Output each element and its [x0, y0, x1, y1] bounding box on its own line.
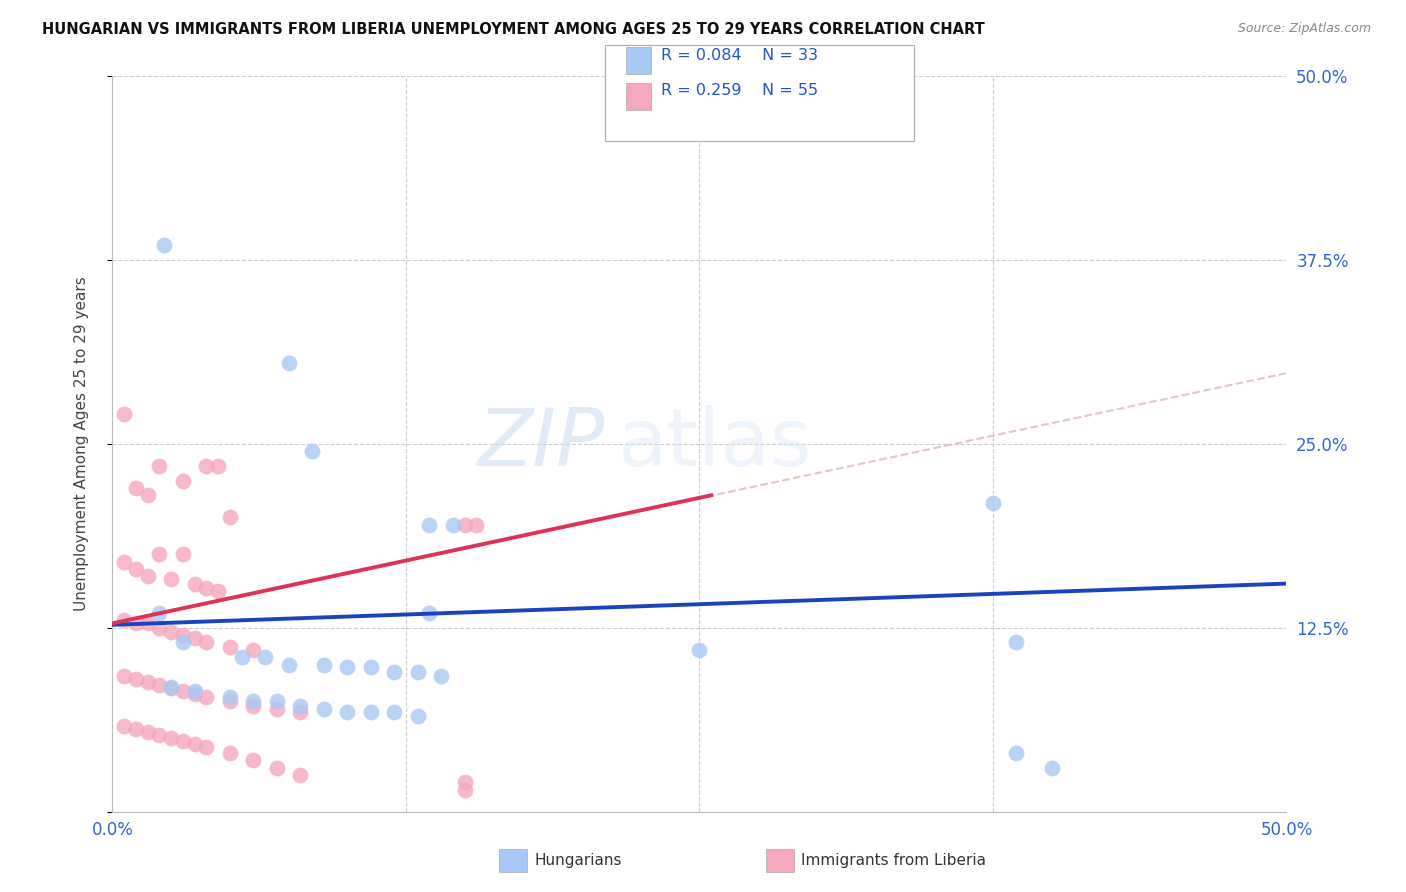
Text: HUNGARIAN VS IMMIGRANTS FROM LIBERIA UNEMPLOYMENT AMONG AGES 25 TO 29 YEARS CORR: HUNGARIAN VS IMMIGRANTS FROM LIBERIA UNE…	[42, 22, 986, 37]
Point	[112, 669, 135, 683]
Point	[689, 642, 711, 657]
Point	[207, 458, 229, 473]
Y-axis label: Unemployment Among Ages 25 to 29 years: Unemployment Among Ages 25 to 29 years	[75, 277, 89, 611]
Text: Hungarians: Hungarians	[534, 854, 621, 868]
Point	[441, 517, 464, 532]
Point	[112, 614, 135, 628]
Point	[112, 554, 135, 569]
Point	[148, 678, 170, 692]
Point	[172, 628, 194, 642]
Point	[266, 694, 288, 708]
Point	[453, 775, 475, 789]
Text: Immigrants from Liberia: Immigrants from Liberia	[801, 854, 987, 868]
Point	[406, 709, 429, 723]
Point	[981, 496, 1004, 510]
Point	[183, 737, 205, 751]
Point	[153, 238, 176, 252]
Text: atlas: atlas	[617, 405, 811, 483]
Point	[219, 640, 242, 654]
Point	[172, 684, 194, 698]
Point	[1040, 760, 1063, 774]
Point	[418, 606, 440, 620]
Text: ZIP: ZIP	[478, 405, 606, 483]
Point	[160, 572, 183, 586]
Point	[453, 517, 475, 532]
Point	[219, 510, 242, 524]
Point	[125, 562, 148, 576]
Point	[219, 690, 242, 704]
Point	[465, 517, 488, 532]
Point	[242, 694, 264, 708]
Point	[290, 768, 312, 782]
Point	[382, 705, 405, 719]
Point	[207, 584, 229, 599]
Point	[418, 517, 440, 532]
Point	[172, 734, 194, 748]
Point	[301, 444, 323, 458]
Point	[266, 701, 288, 715]
Point	[183, 687, 205, 701]
Text: R = 0.084    N = 33: R = 0.084 N = 33	[661, 48, 818, 62]
Point	[1005, 746, 1028, 760]
Point	[277, 657, 299, 672]
Point	[183, 684, 205, 698]
Point	[148, 728, 170, 742]
Point	[148, 547, 170, 561]
Point	[172, 547, 194, 561]
Point	[195, 739, 218, 754]
Point	[160, 625, 183, 640]
Point	[219, 694, 242, 708]
Point	[160, 731, 183, 746]
Point	[242, 642, 264, 657]
Point	[254, 650, 277, 665]
Point	[172, 474, 194, 488]
Point	[160, 680, 183, 694]
Point	[148, 606, 170, 620]
Point	[382, 665, 405, 679]
Point	[136, 488, 159, 502]
Point	[1005, 635, 1028, 649]
Point	[242, 698, 264, 713]
Point	[125, 481, 148, 495]
Point	[360, 705, 382, 719]
Text: R = 0.259    N = 55: R = 0.259 N = 55	[661, 84, 818, 98]
Point	[219, 746, 242, 760]
Point	[172, 635, 194, 649]
Point	[136, 725, 159, 739]
Point	[266, 760, 288, 774]
Point	[136, 569, 159, 583]
Point	[125, 723, 148, 737]
Point	[112, 719, 135, 733]
Point	[242, 753, 264, 767]
Point	[312, 657, 335, 672]
Point	[112, 407, 135, 421]
Point	[430, 669, 453, 683]
Point	[183, 631, 205, 645]
Point	[277, 356, 299, 370]
Point	[453, 782, 475, 797]
Point	[160, 681, 183, 695]
Point	[125, 673, 148, 687]
Point	[195, 581, 218, 595]
Point	[148, 458, 170, 473]
Point	[195, 458, 218, 473]
Point	[231, 650, 253, 665]
Point	[183, 576, 205, 591]
Point	[290, 705, 312, 719]
Text: Source: ZipAtlas.com: Source: ZipAtlas.com	[1237, 22, 1371, 36]
Point	[136, 616, 159, 631]
Point	[195, 690, 218, 704]
Point	[406, 665, 429, 679]
Point	[360, 660, 382, 674]
Point	[148, 621, 170, 635]
Point	[336, 705, 359, 719]
Point	[336, 660, 359, 674]
Point	[136, 675, 159, 690]
Point	[125, 616, 148, 631]
Point	[290, 698, 312, 713]
Point	[312, 701, 335, 715]
Point	[195, 635, 218, 649]
